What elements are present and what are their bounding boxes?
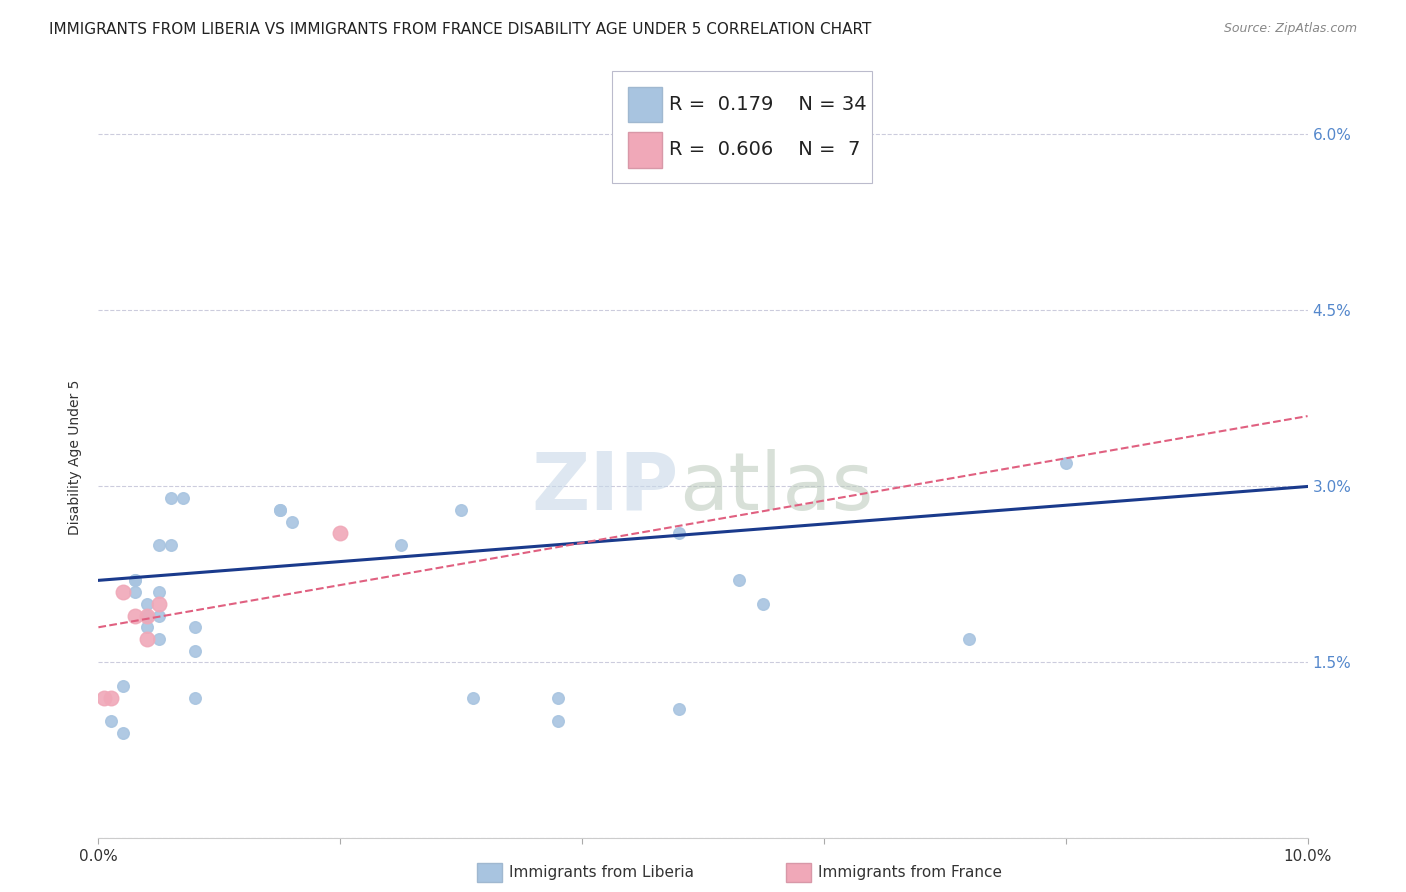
Point [389,538,412,552]
Point [124,608,146,623]
Point [668,162,690,177]
Point [124,585,146,599]
Text: R =  0.179    N = 34: R = 0.179 N = 34 [669,95,868,114]
Point [135,597,157,611]
Point [184,690,207,705]
Point [124,574,146,588]
Point [281,515,304,529]
Point [148,608,170,623]
Point [148,597,170,611]
Point [668,526,690,541]
Text: Immigrants from France: Immigrants from France [818,865,1002,880]
Point [463,690,485,705]
Point [111,679,134,693]
Point [184,620,207,634]
Point [269,503,291,517]
Point [450,503,472,517]
Point [269,503,291,517]
Point [111,585,134,599]
Point [160,491,183,506]
Point [184,644,207,658]
Point [111,726,134,740]
Text: R =  0.606    N =  7: R = 0.606 N = 7 [669,140,860,159]
Text: atlas: atlas [679,449,873,526]
Point [124,574,146,588]
Point [148,585,170,599]
Point [329,526,352,541]
Point [752,597,775,611]
Point [135,608,157,623]
Text: Source: ZipAtlas.com: Source: ZipAtlas.com [1223,22,1357,36]
Point [668,702,690,716]
Point [148,538,170,552]
Point [728,574,751,588]
Point [100,690,122,705]
Point [135,620,157,634]
Y-axis label: Disability Age Under 5: Disability Age Under 5 [69,379,83,535]
Point [1054,456,1077,470]
Point [957,632,980,646]
Text: ZIP: ZIP [531,449,679,526]
Text: IMMIGRANTS FROM LIBERIA VS IMMIGRANTS FROM FRANCE DISABILITY AGE UNDER 5 CORRELA: IMMIGRANTS FROM LIBERIA VS IMMIGRANTS FR… [49,22,872,37]
Point [135,632,157,646]
Point [160,538,183,552]
Point [172,491,194,506]
Point [100,714,122,728]
Point [547,690,569,705]
Point [148,632,170,646]
Point [547,714,569,728]
Point [93,690,115,705]
Text: Immigrants from Liberia: Immigrants from Liberia [509,865,695,880]
Point [135,608,157,623]
